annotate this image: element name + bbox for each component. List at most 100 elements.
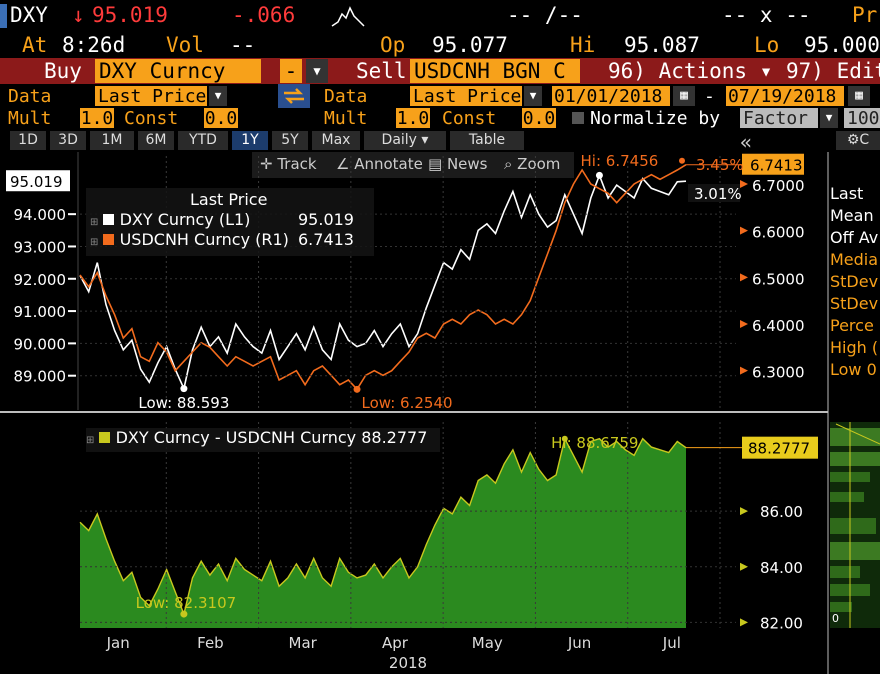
table-button[interactable]: Table xyxy=(450,131,524,150)
usdcnh-high-marker xyxy=(679,157,685,164)
mult1-field[interactable]: 1.0 xyxy=(80,108,114,129)
right-axis-tick: 6.7000 xyxy=(752,177,805,195)
tab-3d[interactable]: 3D xyxy=(50,131,86,150)
factor-value-field[interactable]: 100 xyxy=(844,108,880,128)
factor-select[interactable]: Factor xyxy=(740,108,818,129)
tab-1d[interactable]: 1D xyxy=(10,131,46,150)
left-tick-mark xyxy=(68,277,76,280)
right-axis-tick: 6.3000 xyxy=(752,364,805,382)
high-value: 95.087 xyxy=(624,33,700,57)
right-tick-mark xyxy=(740,226,748,235)
magnifier-icon: ⌕ xyxy=(504,155,518,173)
tab-1y[interactable]: 1Y xyxy=(232,131,268,150)
chart-toolbar: ✛ Track ∠ Annotate ▤ News ⌕ Zoom xyxy=(252,152,574,178)
stat-median[interactable]: Media xyxy=(830,250,879,269)
stat-stdev[interactable]: StDev xyxy=(830,272,879,291)
usdcnh-high-pct: 3.45% xyxy=(696,156,744,174)
legend-entry-dxy[interactable]: ⊞ DXY Curncy (L1) xyxy=(90,210,251,229)
data2-dropdown-icon[interactable]: ▼ xyxy=(524,86,542,106)
month-label: Mar xyxy=(289,634,318,652)
expand-icon: ⊞ xyxy=(90,217,99,228)
usdcnh-last-tick: 6.7413 xyxy=(750,157,803,175)
expand-icon: ⊞ xyxy=(90,237,99,248)
legend-entry-usdcnh[interactable]: ⊞ USDCNH Curncy (R1) xyxy=(90,230,289,249)
collapse-panel-icon[interactable]: « xyxy=(740,130,753,154)
month-label: Feb xyxy=(197,634,224,652)
usdcnh-low-label: Low: 6.2540 xyxy=(362,394,453,412)
sell-security-field[interactable]: USDCNH BGN C xyxy=(410,59,580,83)
zoom-button[interactable]: ⌕ Zoom xyxy=(504,155,561,173)
high-label: Hi xyxy=(570,33,596,57)
swap-icon[interactable] xyxy=(278,84,310,108)
last-value-flag-spread xyxy=(742,436,818,459)
mult1-label: Mult xyxy=(8,108,52,129)
expand-icon: ⊞ xyxy=(86,435,95,446)
dxy-color-swatch xyxy=(103,214,115,225)
const2-label: Const xyxy=(442,108,497,129)
left-tick-mark xyxy=(68,213,76,216)
lower-tick-mark xyxy=(740,507,748,516)
last-price: 95.019 xyxy=(92,3,168,27)
at-label: At xyxy=(22,33,48,57)
sell-button[interactable]: Sell xyxy=(356,59,407,83)
calendar-icon[interactable]: ▦ xyxy=(848,86,870,106)
tab-1m[interactable]: 1M xyxy=(90,131,134,150)
legend-title: Last Price xyxy=(190,190,268,209)
spread-last-tick: 88.2777 xyxy=(748,440,810,458)
buy-security-field[interactable]: DXY Curncy xyxy=(95,59,261,83)
prev-label: Pr xyxy=(852,3,878,27)
tab-max[interactable]: Max xyxy=(312,131,360,150)
usdcnh-color-swatch xyxy=(103,234,115,245)
stat-high[interactable]: High ( xyxy=(830,338,879,357)
tab-ytd[interactable]: YTD xyxy=(178,131,228,150)
normalize-checkbox[interactable] xyxy=(572,112,584,124)
month-label: May xyxy=(472,634,503,652)
month-label: Jun xyxy=(567,634,591,652)
lower-legend[interactable]: ⊞ DXY Curncy - USDCNH Curncy 88.2777 xyxy=(86,428,440,452)
calendar-icon[interactable]: ▦ xyxy=(673,86,695,106)
stat-off-avg[interactable]: Off Av xyxy=(830,228,879,247)
const1-field[interactable]: 0.0 xyxy=(204,108,238,129)
actions-menu[interactable]: 96) Actions ▾ xyxy=(608,59,773,83)
spread-operator-field[interactable]: - xyxy=(280,59,302,83)
open-value: 95.077 xyxy=(432,33,508,57)
ticker-symbol[interactable]: DXY xyxy=(10,3,48,27)
pct-label-bg xyxy=(688,184,740,202)
const2-field[interactable]: 0.0 xyxy=(522,108,556,129)
tab-5y[interactable]: 5Y xyxy=(272,131,308,150)
buy-button[interactable]: Buy xyxy=(44,59,82,83)
data2-label: Data xyxy=(324,86,368,107)
statistics-panel: Last Mean Off Av Media StDev StDev Perce… xyxy=(830,184,880,410)
factor-dropdown-icon[interactable]: ▼ xyxy=(820,108,838,128)
year-label: 2018 xyxy=(389,654,427,672)
left-tick-mark xyxy=(68,374,76,377)
start-date-field[interactable]: 01/01/2018 xyxy=(552,86,670,107)
stat-low[interactable]: Low 0 xyxy=(830,360,877,379)
mult2-field[interactable]: 1.0 xyxy=(396,108,430,129)
news-button[interactable]: ▤ News xyxy=(428,155,488,173)
stat-stdev-2[interactable]: StDev xyxy=(830,294,879,313)
dxy-last-tick: 95.019 xyxy=(10,173,63,191)
spread-area xyxy=(80,438,686,628)
security-marker xyxy=(0,4,7,28)
tab-6m[interactable]: 6M xyxy=(138,131,174,150)
spread-line xyxy=(79,436,687,617)
bid-ask-size: -- x -- xyxy=(722,3,811,27)
data1-field[interactable]: Last Price xyxy=(95,86,207,107)
stat-percentile[interactable]: Perce xyxy=(830,316,874,335)
right-tick-mark xyxy=(740,180,748,188)
track-button[interactable]: ✛ Track xyxy=(260,155,317,173)
legend-value-dxy: 95.019 xyxy=(298,210,354,229)
annotate-button[interactable]: ∠ Annotate xyxy=(336,155,423,173)
chart-settings-icon[interactable]: ⚙C xyxy=(836,131,880,150)
edit-menu[interactable]: 97) Edit xyxy=(786,59,880,83)
data2-field[interactable]: Last Price xyxy=(410,86,522,107)
end-date-field[interactable]: 07/19/2018 xyxy=(726,86,844,107)
operator-dropdown-icon[interactable]: ▼ xyxy=(306,59,328,83)
stat-last[interactable]: Last xyxy=(830,184,864,203)
frequency-dropdown[interactable]: Daily ▾ xyxy=(364,131,446,150)
usdcnh-line xyxy=(79,164,687,391)
data1-dropdown-icon[interactable]: ▼ xyxy=(209,86,227,106)
stat-mean[interactable]: Mean xyxy=(830,206,874,225)
pencil-icon: ∠ xyxy=(336,155,355,173)
